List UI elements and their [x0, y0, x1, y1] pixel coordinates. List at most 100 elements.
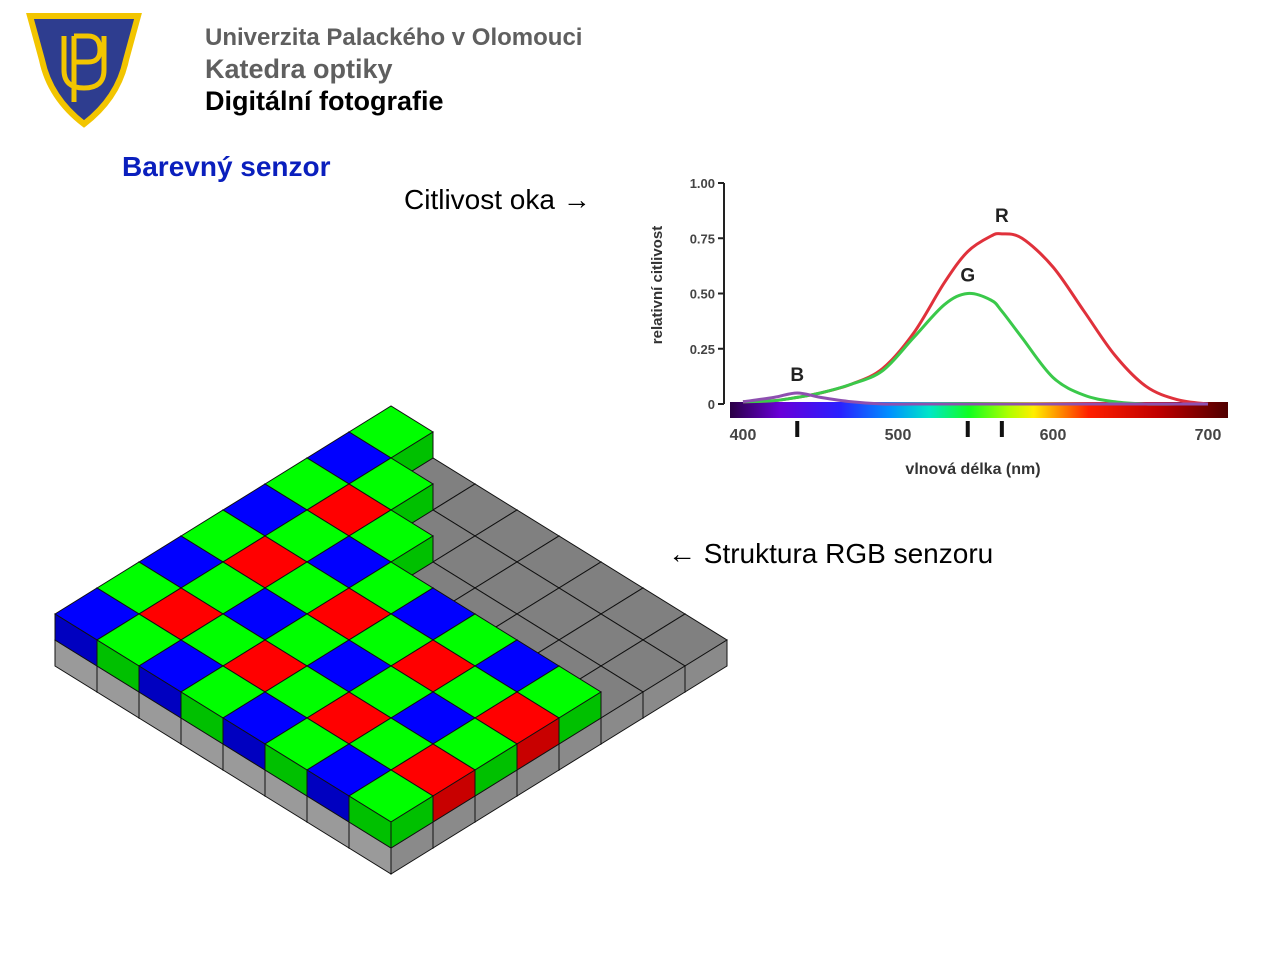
gray-base-cell [138, 613, 224, 693]
pixel-cell-g [516, 665, 602, 745]
gray-base-cell [516, 535, 602, 615]
gray-base-cell [558, 561, 644, 641]
gray-base-cell [348, 743, 434, 823]
gray-base-cell [222, 613, 308, 693]
pixel-cell-r [306, 587, 392, 667]
gray-base-cell [390, 665, 476, 745]
pixel-cell-r [306, 483, 392, 563]
x-tick-label: 600 [1040, 427, 1067, 444]
gray-base-cell [600, 639, 686, 719]
y-tick-label: 1.00 [690, 176, 715, 191]
y-tick-label: 0.25 [690, 342, 715, 357]
pixel-cell-g [264, 457, 350, 537]
peak-marker [999, 421, 1004, 437]
slide-title: Barevný senzor [122, 151, 331, 182]
pixel-cell-g [180, 665, 266, 745]
pixel-cell-b [474, 639, 560, 719]
pixel-cell-g [180, 561, 266, 641]
series-line-g [742, 291, 1208, 406]
gray-base-cell [432, 587, 518, 667]
gray-base-cell [390, 769, 476, 849]
pixel-cell-r [474, 691, 560, 771]
shield-shape [26, 13, 142, 128]
gray-base-cell [306, 665, 392, 745]
pixel-cell-g [96, 613, 182, 693]
gray-base-cell [474, 665, 560, 745]
gray-base-cell [306, 769, 392, 849]
pixel-cell-g [348, 457, 434, 537]
spectrum-bar [730, 402, 1228, 418]
gray-base-cell [390, 717, 476, 797]
gray-base-cell [432, 691, 518, 771]
pixel-cell-g [348, 613, 434, 693]
gray-base-cell [306, 561, 392, 641]
gray-base-cell [264, 587, 350, 667]
x-tick-label: 700 [1195, 427, 1222, 444]
chart-series: R G B [742, 206, 1209, 406]
gray-base-cell [348, 431, 434, 511]
pixel-cell-b [222, 483, 308, 563]
gray-base-cell [264, 639, 350, 719]
pixel-cell-r [222, 535, 308, 615]
gray-base-cell [222, 561, 308, 641]
pixel-cell-b [306, 743, 392, 823]
gray-base-cell [54, 613, 140, 693]
gray-base-cell [474, 509, 560, 589]
gray-base-cell [306, 509, 392, 589]
pixel-cell-g [264, 613, 350, 693]
y-axis-label: relativní citlivost [649, 226, 666, 344]
pixel-cell-r [306, 691, 392, 771]
series-label-g: G [960, 266, 975, 287]
peak-marker [965, 421, 970, 437]
university-logo [26, 13, 142, 128]
gray-base-cell [516, 691, 602, 771]
pixel-cell-g [432, 665, 518, 745]
gray-base-cell [432, 483, 518, 563]
pixel-cell-b [54, 587, 140, 667]
up-monogram [61, 33, 107, 102]
sensor-structure-note: ← Struktura RGB senzoru [668, 538, 994, 569]
y-tick-label: 0.50 [690, 287, 715, 302]
pixel-cell-b [222, 691, 308, 771]
gray-base-cell [390, 509, 476, 589]
series-label-b: B [790, 365, 804, 386]
gray-base-cell [222, 665, 308, 745]
gray-base-cell [474, 717, 560, 797]
gray-base-cell [180, 587, 266, 667]
pixel-cell-b [138, 639, 224, 719]
pixel-cell-b [390, 691, 476, 771]
department-name: Katedra optiky [205, 54, 393, 84]
gray-base-cell [264, 535, 350, 615]
gray-base-cell [348, 483, 434, 563]
course-name: Digitální fotografie [205, 86, 444, 116]
gray-base-cell [558, 665, 644, 745]
x-tick-label: 400 [730, 427, 757, 444]
gray-base-cell [432, 535, 518, 615]
gray-base-cell [390, 561, 476, 641]
pixel-cell-g [432, 717, 518, 797]
peak-marker [795, 421, 800, 437]
pixel-cell-g [180, 613, 266, 693]
pixel-cell-b [222, 587, 308, 667]
pixel-cell-g [264, 561, 350, 641]
gray-base-cell [222, 509, 308, 589]
pixel-cell-g [96, 561, 182, 641]
pixel-cell-g [348, 509, 434, 589]
gray-base-cell [96, 639, 182, 719]
pixel-cell-g [348, 561, 434, 641]
gray-base-cell [348, 795, 434, 875]
gray-base-cell [642, 613, 728, 693]
gray-base-cell [474, 561, 560, 641]
pixel-cell-b [390, 587, 476, 667]
gray-base-cell [180, 639, 266, 719]
gray-base-cell [348, 587, 434, 667]
pixel-cell-g [348, 405, 434, 485]
pixel-cell-r [138, 587, 224, 667]
gray-base-cell [306, 613, 392, 693]
gray-base-cell [474, 613, 560, 693]
gray-base-cell [348, 535, 434, 615]
pixel-cell-b [306, 535, 392, 615]
gray-base-cell [516, 639, 602, 719]
gray-base-cell [264, 483, 350, 563]
gray-base-cell [432, 743, 518, 823]
